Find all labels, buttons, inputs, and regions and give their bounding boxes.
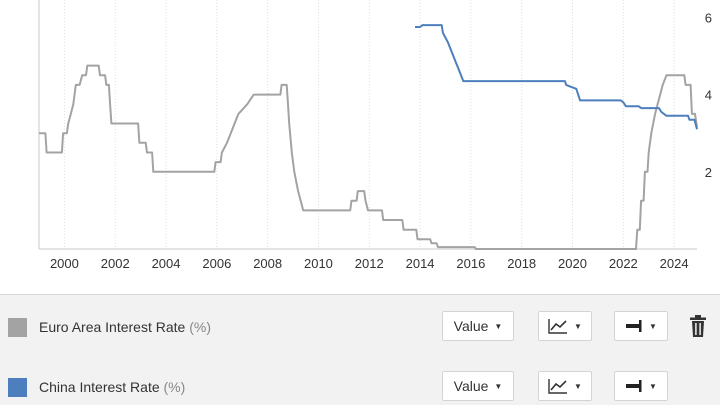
caret-down-icon: ▼ <box>574 321 582 331</box>
x-tick-label: 2018 <box>507 256 536 271</box>
x-tick-label: 2002 <box>101 256 130 271</box>
series-name-text: Euro Area Interest Rate <box>39 319 186 335</box>
caret-down-icon: ▼ <box>494 381 503 391</box>
x-tick-label: 2014 <box>406 256 435 271</box>
series-name-text: China Interest Rate <box>39 379 160 395</box>
axis-position-dropdown[interactable]: ▼ <box>614 371 668 401</box>
axis-right-icon <box>626 320 642 332</box>
x-tick-label: 2012 <box>355 256 384 271</box>
x-tick-label: 2016 <box>456 256 485 271</box>
chart-area: 2000 2002 2004 2006 2008 2010 2012 2014 2016 2018… <box>38 0 712 271</box>
chart-type-dropdown[interactable]: ▼ <box>538 371 592 401</box>
value-dropdown[interactable]: Value ▼ <box>442 371 514 401</box>
x-tick-label: 2022 <box>609 256 638 271</box>
series-row-china: China Interest Rate (%) Value ▼ ▼ ▼ <box>0 371 720 403</box>
series-line-china <box>415 24 698 130</box>
value-dropdown[interactable]: Value ▼ <box>442 311 514 341</box>
y-tick-label: 2 <box>705 165 712 180</box>
x-tick-label: 2008 <box>253 256 282 271</box>
chart-type-dropdown[interactable]: ▼ <box>538 311 592 341</box>
caret-down-icon: ▼ <box>574 381 582 391</box>
caret-down-icon: ▼ <box>649 381 657 391</box>
x-tick-label: 2000 <box>50 256 79 271</box>
series-color-swatch[interactable] <box>8 318 27 337</box>
y-tick-label: 4 <box>705 88 712 103</box>
value-dropdown-label: Value <box>453 318 489 334</box>
y-tick-label: 6 <box>705 10 712 25</box>
x-tick-label: 2006 <box>202 256 231 271</box>
x-tick-label: 2020 <box>558 256 587 271</box>
caret-down-icon: ▼ <box>649 321 657 331</box>
line-chart: 2000 2002 2004 2006 2008 2010 2012 2014 2016 2018… <box>38 0 712 271</box>
x-tick-label: 2024 <box>660 256 689 271</box>
axis-position-dropdown[interactable]: ▼ <box>614 311 668 341</box>
series-panel: Euro Area Interest Rate (%) Value ▼ ▼ ▼ <box>0 294 720 405</box>
axis-right-icon <box>626 380 642 392</box>
x-tick-label: 2010 <box>304 256 333 271</box>
caret-down-icon: ▼ <box>494 321 503 331</box>
series-row-euro-area: Euro Area Interest Rate (%) Value ▼ ▼ ▼ <box>0 311 720 343</box>
line-chart-icon <box>548 319 568 334</box>
series-name: China Interest Rate (%) <box>39 379 185 395</box>
series-name: Euro Area Interest Rate (%) <box>39 319 211 335</box>
line-chart-icon <box>548 379 568 394</box>
series-unit: (%) <box>163 379 186 395</box>
series-unit: (%) <box>189 319 211 335</box>
value-dropdown-label: Value <box>453 378 489 394</box>
x-tick-label: 2004 <box>152 256 181 271</box>
series-line-euro-area <box>39 64 698 250</box>
series-color-swatch[interactable] <box>8 378 27 397</box>
trash-icon[interactable] <box>688 314 708 338</box>
